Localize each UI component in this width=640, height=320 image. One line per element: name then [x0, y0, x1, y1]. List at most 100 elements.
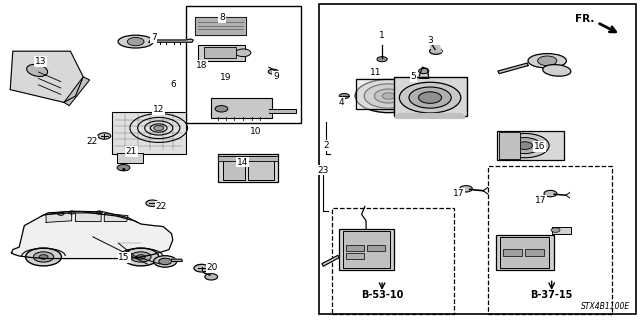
Polygon shape	[396, 114, 465, 118]
Bar	[117, 153, 143, 163]
Bar	[367, 245, 385, 251]
Polygon shape	[430, 45, 442, 52]
Bar	[218, 156, 278, 161]
Circle shape	[131, 252, 151, 262]
Text: 17: 17	[535, 196, 547, 205]
Circle shape	[39, 255, 48, 259]
Text: 11: 11	[370, 68, 381, 77]
Circle shape	[123, 248, 159, 266]
Bar	[488, 166, 612, 314]
Text: 19: 19	[220, 73, 231, 82]
Circle shape	[146, 200, 159, 206]
Polygon shape	[46, 213, 72, 222]
Polygon shape	[171, 259, 182, 261]
Bar	[500, 237, 549, 268]
Circle shape	[159, 258, 172, 265]
Bar	[356, 79, 420, 109]
Text: 2: 2	[324, 141, 329, 150]
Text: 5: 5	[411, 72, 416, 81]
Circle shape	[58, 212, 64, 215]
Bar	[339, 229, 394, 270]
Bar	[198, 45, 245, 61]
Text: 16: 16	[534, 142, 545, 151]
Polygon shape	[322, 255, 339, 266]
Text: 13: 13	[35, 57, 47, 66]
Circle shape	[419, 92, 442, 103]
Circle shape	[399, 82, 461, 113]
Text: 4: 4	[339, 98, 344, 107]
Bar	[394, 77, 467, 116]
Text: 18: 18	[196, 61, 207, 70]
Ellipse shape	[27, 64, 47, 76]
Circle shape	[96, 211, 102, 214]
Circle shape	[136, 255, 145, 259]
Polygon shape	[10, 51, 83, 102]
Circle shape	[127, 37, 144, 46]
Circle shape	[355, 79, 422, 113]
Bar	[496, 235, 554, 270]
Circle shape	[98, 133, 111, 139]
Polygon shape	[104, 213, 128, 221]
Text: 6: 6	[170, 80, 175, 89]
Circle shape	[268, 69, 278, 74]
Text: 20: 20	[207, 263, 218, 272]
Bar	[497, 131, 564, 160]
Text: 7: 7	[151, 33, 156, 42]
Bar	[223, 156, 245, 180]
Text: B-37-15: B-37-15	[531, 290, 573, 300]
Circle shape	[154, 256, 177, 267]
Circle shape	[500, 133, 549, 158]
Bar	[248, 156, 274, 180]
Circle shape	[460, 186, 472, 192]
Circle shape	[26, 248, 61, 266]
Polygon shape	[76, 213, 101, 221]
Text: 10: 10	[250, 127, 262, 136]
Circle shape	[517, 142, 532, 149]
Ellipse shape	[528, 53, 566, 68]
Bar	[319, 4, 636, 314]
Circle shape	[236, 49, 251, 57]
Text: 21: 21	[125, 147, 137, 156]
Text: FR.: FR.	[575, 14, 594, 24]
Text: 3: 3	[428, 36, 433, 44]
Bar	[525, 249, 544, 256]
Circle shape	[377, 57, 387, 62]
Circle shape	[374, 89, 403, 103]
Text: 15: 15	[118, 253, 130, 262]
Bar	[503, 249, 522, 256]
Bar	[346, 253, 364, 259]
Bar	[204, 47, 236, 58]
Bar	[499, 132, 520, 159]
Bar	[343, 231, 390, 268]
Text: B-53-10: B-53-10	[361, 290, 403, 300]
Bar	[186, 6, 301, 123]
Circle shape	[509, 138, 541, 154]
Polygon shape	[149, 39, 193, 42]
Circle shape	[68, 211, 75, 214]
Circle shape	[205, 274, 218, 280]
Polygon shape	[64, 77, 90, 106]
Text: 1: 1	[379, 31, 384, 40]
Polygon shape	[12, 212, 173, 259]
Circle shape	[194, 264, 209, 272]
Bar	[211, 98, 272, 118]
Bar	[195, 17, 246, 35]
Circle shape	[33, 252, 54, 262]
Circle shape	[429, 48, 442, 54]
Polygon shape	[498, 63, 528, 74]
Circle shape	[409, 87, 451, 108]
Text: 12: 12	[153, 105, 164, 114]
Circle shape	[215, 106, 228, 112]
Circle shape	[154, 125, 164, 131]
Text: 22: 22	[86, 137, 97, 146]
Circle shape	[419, 68, 429, 74]
Text: ●: ●	[122, 168, 125, 172]
Bar	[346, 245, 364, 251]
Text: 9: 9	[273, 72, 278, 81]
Circle shape	[382, 93, 395, 99]
Circle shape	[551, 228, 560, 232]
Bar	[112, 112, 186, 154]
Ellipse shape	[543, 65, 571, 76]
Polygon shape	[419, 67, 429, 78]
Circle shape	[544, 190, 557, 197]
